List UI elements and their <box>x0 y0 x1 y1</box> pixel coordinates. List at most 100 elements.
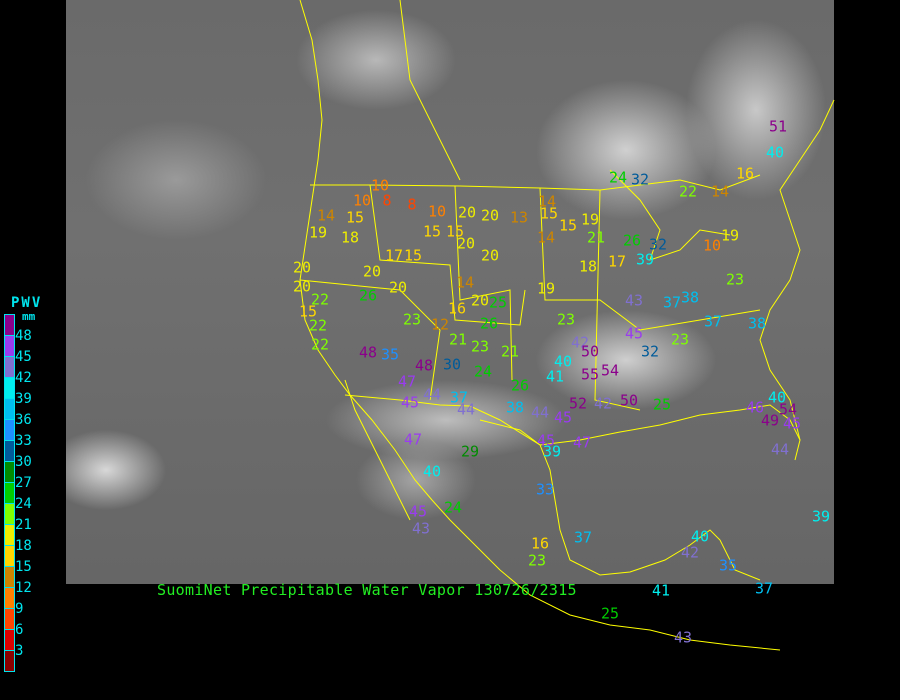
legend-swatch <box>5 462 14 483</box>
legend-tick-label: 30 <box>15 454 32 470</box>
station-pwv-value: 46 <box>745 398 765 417</box>
station-pwv-value: 26 <box>479 314 499 333</box>
station-pwv-value: 47 <box>397 372 417 391</box>
satellite-image <box>66 0 834 584</box>
legend-swatch <box>5 588 14 609</box>
station-pwv-value: 15 <box>345 208 365 227</box>
legend-swatch <box>5 399 14 420</box>
station-pwv-value: 25 <box>488 293 508 312</box>
legend-tick-label: 33 <box>15 433 32 449</box>
gulf-north-coast <box>539 404 801 461</box>
station-pwv-value: 45 <box>536 431 556 450</box>
station-pwv-value: 23 <box>527 551 547 570</box>
station-pwv-value: 37 <box>573 528 593 547</box>
legend-swatch <box>5 651 14 671</box>
station-pwv-value: 15 <box>558 216 578 235</box>
legend-swatch <box>5 378 14 399</box>
legend-swatch <box>5 420 14 441</box>
station-pwv-value: 16 <box>735 164 755 183</box>
station-pwv-value: 22 <box>308 316 328 335</box>
station-pwv-value: 40 <box>553 352 573 371</box>
station-pwv-value: 30 <box>442 355 462 374</box>
station-pwv-value: 20 <box>470 291 490 310</box>
lower-map-area <box>570 584 834 650</box>
baja-coastline <box>344 379 411 521</box>
station-pwv-value: 43 <box>673 628 693 647</box>
state-line <box>539 187 761 331</box>
station-pwv-value: 23 <box>470 337 490 356</box>
station-pwv-value: 37 <box>662 293 682 312</box>
station-pwv-value: 41 <box>651 581 671 600</box>
station-pwv-value: 23 <box>725 270 745 289</box>
station-pwv-value: 26 <box>510 376 530 395</box>
legend-swatch <box>5 630 14 651</box>
state-line <box>369 184 526 326</box>
station-pwv-value: 16 <box>447 299 467 318</box>
station-pwv-value: 23 <box>670 330 690 349</box>
station-pwv-value: 18 <box>340 228 360 247</box>
station-pwv-value: 20 <box>292 277 312 296</box>
station-pwv-value: 43 <box>411 519 431 538</box>
station-pwv-value: 37 <box>754 579 774 598</box>
station-pwv-value: 22 <box>310 335 330 354</box>
legend-swatch <box>5 483 14 504</box>
legend-swatch <box>5 525 14 546</box>
station-pwv-value: 17 <box>607 252 627 271</box>
legend-swatch <box>5 357 14 378</box>
station-pwv-value: 42 <box>680 543 700 562</box>
station-pwv-value: 43 <box>624 291 644 310</box>
station-pwv-value: 20 <box>388 278 408 297</box>
station-pwv-value: 55 <box>580 365 600 384</box>
legend-tick-label: 27 <box>15 475 32 491</box>
station-pwv-value: 35 <box>380 345 400 364</box>
station-pwv-value: 14 <box>316 206 336 225</box>
east-coastline <box>759 99 835 441</box>
station-pwv-value: 45 <box>782 414 802 433</box>
west-coastline <box>299 0 781 651</box>
station-pwv-value: 10 <box>702 236 722 255</box>
station-pwv-value: 23 <box>556 310 576 329</box>
station-pwv-value: 8 <box>407 195 417 214</box>
station-pwv-value: 23 <box>402 310 422 329</box>
station-pwv-value: 41 <box>545 367 565 386</box>
station-pwv-value: 32 <box>630 170 650 189</box>
station-pwv-value: 26 <box>358 286 378 305</box>
station-pwv-value: 50 <box>619 391 639 410</box>
station-pwv-value: 14 <box>536 228 556 247</box>
station-pwv-value: 20 <box>480 206 500 225</box>
station-pwv-value: 40 <box>767 388 787 407</box>
station-pwv-value: 45 <box>624 324 644 343</box>
station-pwv-value: 32 <box>648 235 668 254</box>
legend-swatch <box>5 336 14 357</box>
canada-boundaries <box>399 0 461 181</box>
station-pwv-value: 47 <box>572 433 592 452</box>
station-pwv-value: 32 <box>640 342 660 361</box>
station-pwv-value: 15 <box>403 246 423 265</box>
state-line <box>299 279 441 401</box>
station-pwv-value: 44 <box>422 385 442 404</box>
great-lakes <box>609 169 731 261</box>
legend-tick-label: 6 <box>15 622 24 638</box>
station-pwv-value: 44 <box>456 400 476 419</box>
legend-tick-label: 48 <box>15 328 32 344</box>
station-pwv-value: 15 <box>422 222 442 241</box>
station-pwv-value: 16 <box>530 534 550 553</box>
station-pwv-value: 45 <box>400 393 420 412</box>
station-pwv-value: 19 <box>580 210 600 229</box>
station-pwv-value: 48 <box>414 356 434 375</box>
station-pwv-value: 39 <box>542 442 562 461</box>
legend-tick-label: 42 <box>15 370 32 386</box>
station-pwv-value: 19 <box>720 226 740 245</box>
legend-swatch <box>5 315 14 336</box>
station-pwv-value: 21 <box>586 228 606 247</box>
station-pwv-value: 24 <box>608 168 628 187</box>
station-pwv-value: 40 <box>765 143 785 162</box>
station-pwv-value: 22 <box>678 182 698 201</box>
station-pwv-value: 25 <box>600 604 620 623</box>
legend-tick-label: 36 <box>15 412 32 428</box>
station-pwv-value: 21 <box>500 342 520 361</box>
legend-swatch <box>5 609 14 630</box>
station-pwv-value: 13 <box>509 208 529 227</box>
station-pwv-value: 35 <box>718 556 738 575</box>
